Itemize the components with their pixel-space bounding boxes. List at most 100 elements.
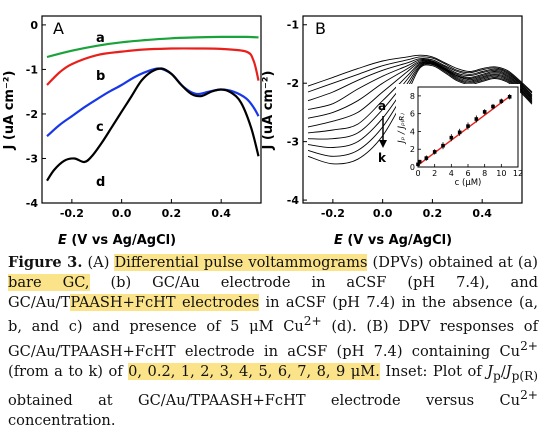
caption-text: (DPVs) obtained at (a)	[367, 254, 538, 271]
inset-y-tick-label: 6	[410, 110, 415, 119]
panel-b-ylabel: J (uA cm⁻²)	[261, 71, 276, 151]
curve-i	[307, 62, 533, 148]
caption-figure-label: Figure 3.	[8, 254, 83, 271]
panel-a: A -0.2 0.0 0.2 0.4 0 -1 -2 -3 -4 a b c d E (V vs…	[2, 15, 262, 248]
arrow-label-k: k	[378, 151, 387, 165]
data-point	[457, 130, 462, 135]
data-point	[441, 143, 445, 148]
inset-marks	[416, 94, 512, 167]
data-point	[507, 94, 512, 99]
curve-b	[46, 47, 260, 86]
inset-x-tick-label: 12	[513, 169, 523, 178]
inset-x-tick-label: 4	[449, 169, 454, 178]
caption-text: (b) GC/Au electrode in aCSF (pH 7.4), an…	[8, 273, 538, 311]
inset-y-tick-label: 0	[410, 163, 415, 172]
caption-highlight: 0, 0.2, 1, 2, 3, 4, 5, 6, 7, 8, 9 μM.	[128, 362, 380, 380]
inset-ticks: 0 2 4 6 8 10 12 0 2 4 6 8	[410, 92, 523, 178]
caption-subscript: p	[493, 368, 501, 383]
inset-xlabel: c (μM)	[455, 178, 482, 188]
x-tick-label: -0.2	[321, 207, 345, 220]
curve-c	[46, 67, 260, 138]
inset-ylabel: Jₚ / Jₚ₍ʀ₎	[397, 113, 407, 145]
panel-b-letter: B	[315, 19, 326, 38]
x-tick-label: 0.4	[472, 207, 492, 220]
y-tick-label: -2	[287, 77, 299, 90]
inset-x-tick-label: 6	[465, 169, 470, 178]
panel-a-ticks: -0.2 0.0 0.2 0.4 0 -1 -2 -3 -4	[26, 19, 231, 220]
data-point	[499, 99, 504, 104]
panel-a-curves	[46, 35, 260, 182]
data-point	[474, 117, 479, 121]
curve-label-c: c	[96, 120, 104, 135]
data-point	[432, 150, 437, 154]
curve-j	[307, 63, 533, 157]
caption-symbol: J	[505, 362, 512, 380]
data-point	[449, 135, 454, 140]
x-tick-label: 0.0	[112, 207, 132, 220]
inset-y-tick-label: 4	[410, 127, 415, 136]
inset-x-tick-label: 2	[432, 169, 437, 178]
panel-a-letter: A	[53, 19, 64, 38]
caption-superscript: 2+	[303, 314, 322, 329]
y-tick-label: -2	[26, 108, 38, 121]
figure-3: A -0.2 0.0 0.2 0.4 0 -1 -2 -3 -4 a b c d E (V vs…	[2, 15, 533, 248]
curve-f	[307, 60, 533, 128]
curve-d	[307, 59, 533, 110]
inset-y-tick-label: 2	[410, 145, 415, 154]
curve-e	[307, 59, 533, 119]
panel-a-frame	[41, 15, 262, 204]
data-point	[491, 104, 495, 109]
caption-superscript: 2+	[520, 388, 538, 403]
y-tick-label: -4	[26, 197, 39, 210]
curve-b	[307, 56, 533, 94]
inset-x-tick-label: 8	[482, 169, 487, 178]
curve-k	[307, 64, 533, 165]
caption-text: (A)	[82, 254, 115, 271]
caption-text: concentration.	[8, 412, 116, 430]
x-tick-label: 0.2	[423, 207, 443, 220]
panel-b-xlabel: E (V vs Ag/AgCl)	[334, 233, 452, 248]
y-tick-label: -1	[26, 63, 38, 76]
inset-x-tick-label: 10	[496, 169, 506, 178]
data-point	[416, 162, 420, 167]
y-tick-label: 0	[30, 19, 38, 32]
y-tick-label: -3	[26, 152, 38, 165]
panel-a-xlabel: E (V vs Ag/AgCl)	[58, 233, 176, 248]
curve-a	[307, 54, 533, 93]
data-point	[424, 156, 429, 160]
curve-label-b: b	[96, 69, 105, 84]
caption-text: in aCSF (pH 7.4) in the absence (a, b, a…	[8, 293, 538, 336]
x-tick-label: -0.2	[60, 207, 84, 220]
data-point	[466, 124, 470, 128]
data-point	[482, 110, 487, 114]
panel-b-curves	[307, 54, 533, 165]
x-tick-label: 0.0	[373, 207, 393, 220]
curve-c	[307, 58, 533, 102]
caption-superscript: 2+	[520, 339, 538, 354]
caption-subscript: p(R)	[511, 368, 539, 383]
curve-d	[46, 67, 260, 182]
inset-plot: 0 2 4 6 8 10 12 0 2 4 6 8 c (μM) Jₚ / Jₚ₍ʀ₎	[396, 84, 523, 190]
panel-b: B -0.20.00.20.40-1-2-3-4 a k 02468101202…	[261, 15, 533, 248]
figure-caption: Figure 3. (A) Differential pulse voltamm…	[8, 253, 538, 431]
curve-label-d: d	[96, 175, 105, 190]
caption-text: Inset: Plot of	[379, 362, 488, 380]
x-tick-label: 0.4	[211, 207, 231, 220]
arrow-head-icon	[379, 140, 387, 148]
x-tick-label: 0.2	[162, 207, 182, 220]
caption-text: (d). (B) DPV responses of GC/Au/TPAASH+F…	[8, 318, 538, 360]
curve-a	[46, 35, 259, 59]
y-tick-label: -1	[287, 19, 299, 32]
caption-text: (from a to k) of	[8, 362, 129, 380]
caption-text: /	[500, 362, 506, 380]
caption-highlight: PAASH+FcHT electrodes	[70, 293, 260, 311]
inset-y-tick-label: 8	[410, 92, 415, 101]
inset-x-tick-label: 0	[415, 169, 420, 178]
caption-highlight: Differential pulse voltammograms	[114, 254, 368, 271]
curve-label-a: a	[96, 31, 105, 46]
data-point	[417, 159, 422, 164]
curve-g	[307, 61, 533, 134]
caption-highlight: bare GC,	[8, 273, 90, 291]
caption-text: obtained at GC/Au/TPAASH+FcHT electrode …	[8, 392, 521, 410]
panel-a-ylabel: J (uA cm⁻²)	[2, 71, 17, 151]
